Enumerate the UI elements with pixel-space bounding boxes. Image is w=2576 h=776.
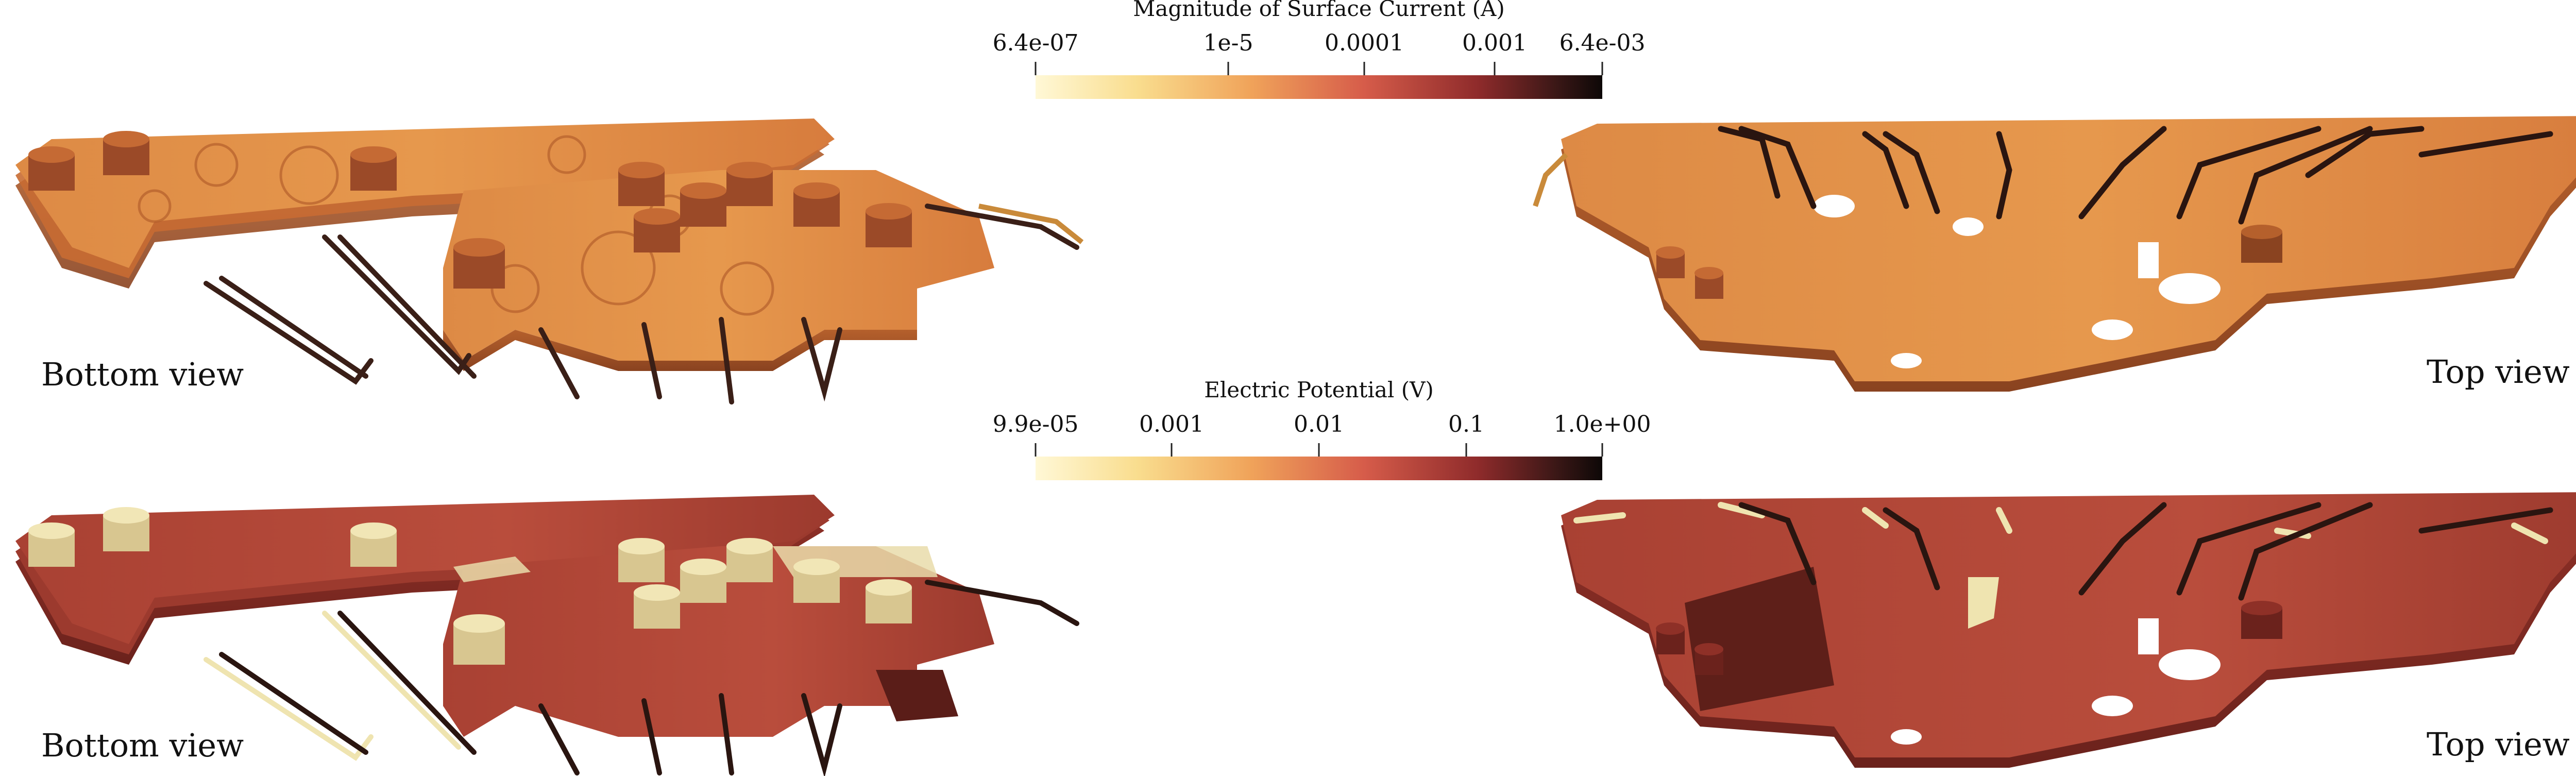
potential-tick-mark xyxy=(1035,443,1037,457)
current-tick-label: 1e-5 xyxy=(1203,30,1253,56)
potential-tick-label: 9.9e-05 xyxy=(992,411,1079,437)
potential-colorbar: Electric Potential (V) 9.9e-05 0.001 0.0… xyxy=(993,377,1651,484)
potential-colorbar-title: Electric Potential (V) xyxy=(1204,377,1434,402)
current-colorbar: Magnitude of Surface Current (A) 6.4e-07… xyxy=(993,0,1645,103)
current-tick-label: 0.001 xyxy=(1462,30,1527,56)
potential-bottom-view-board xyxy=(15,495,1079,776)
potential-tick-label: 0.01 xyxy=(1294,411,1344,437)
potential-tick-label: 1.0e+00 xyxy=(1553,411,1651,437)
current-tick-mark xyxy=(1363,62,1365,75)
top-view-label: Top view xyxy=(2427,353,2570,391)
current-top-view-board xyxy=(1533,116,2576,392)
potential-tick-label: 0.001 xyxy=(1139,411,1204,437)
potential-tick-label: 0.1 xyxy=(1448,411,1484,437)
bottom-view-label: Bottom view xyxy=(41,727,244,764)
potential-tick-mark xyxy=(1465,443,1467,457)
top-view-label: Top view xyxy=(2427,726,2570,763)
current-tick-label: 6.4e-07 xyxy=(992,30,1079,56)
potential-colorbar-gradient xyxy=(1036,457,1602,480)
current-tick-mark xyxy=(1494,62,1496,75)
bottom-view-label: Bottom view xyxy=(41,356,244,393)
current-tick-label: 6.4e-03 xyxy=(1559,30,1646,56)
current-tick-mark xyxy=(1035,62,1037,75)
current-tick-mark xyxy=(1227,62,1229,75)
current-tick-label: 0.0001 xyxy=(1325,30,1404,56)
potential-tick-mark xyxy=(1171,443,1173,457)
potential-tick-mark xyxy=(1318,443,1320,457)
current-bottom-view-board xyxy=(15,119,1084,404)
current-colorbar-gradient xyxy=(1036,75,1602,99)
current-colorbar-title: Magnitude of Surface Current (A) xyxy=(1133,0,1505,21)
potential-tick-mark xyxy=(1601,443,1603,457)
potential-top-view-board xyxy=(1561,492,2576,768)
current-tick-mark xyxy=(1601,62,1603,75)
